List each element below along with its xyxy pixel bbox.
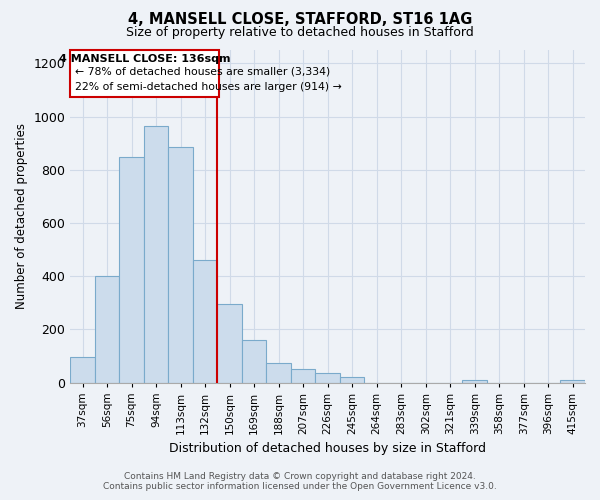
Bar: [217, 304, 242, 382]
Bar: [242, 340, 266, 382]
Text: 22% of semi-detached houses are larger (914) →: 22% of semi-detached houses are larger (…: [75, 82, 342, 92]
Bar: [169, 147, 193, 382]
Bar: [266, 363, 291, 382]
Text: ← 78% of detached houses are smaller (3,334): ← 78% of detached houses are smaller (3,…: [75, 67, 331, 77]
Bar: [95, 276, 119, 382]
Text: Contains HM Land Registry data © Crown copyright and database right 2024.
Contai: Contains HM Land Registry data © Crown c…: [103, 472, 497, 491]
Bar: [316, 373, 340, 382]
Bar: [193, 260, 217, 382]
Text: 4 MANSELL CLOSE: 136sqm: 4 MANSELL CLOSE: 136sqm: [59, 54, 230, 64]
Bar: [70, 357, 95, 382]
Bar: [463, 380, 487, 382]
Bar: [144, 126, 169, 382]
Bar: [119, 157, 144, 382]
Bar: [340, 377, 364, 382]
Bar: [291, 368, 316, 382]
Bar: [560, 380, 585, 382]
Text: Size of property relative to detached houses in Stafford: Size of property relative to detached ho…: [126, 26, 474, 39]
X-axis label: Distribution of detached houses by size in Stafford: Distribution of detached houses by size …: [169, 442, 486, 455]
Text: 4, MANSELL CLOSE, STAFFORD, ST16 1AG: 4, MANSELL CLOSE, STAFFORD, ST16 1AG: [128, 12, 472, 28]
FancyBboxPatch shape: [70, 50, 218, 96]
Y-axis label: Number of detached properties: Number of detached properties: [15, 124, 28, 310]
